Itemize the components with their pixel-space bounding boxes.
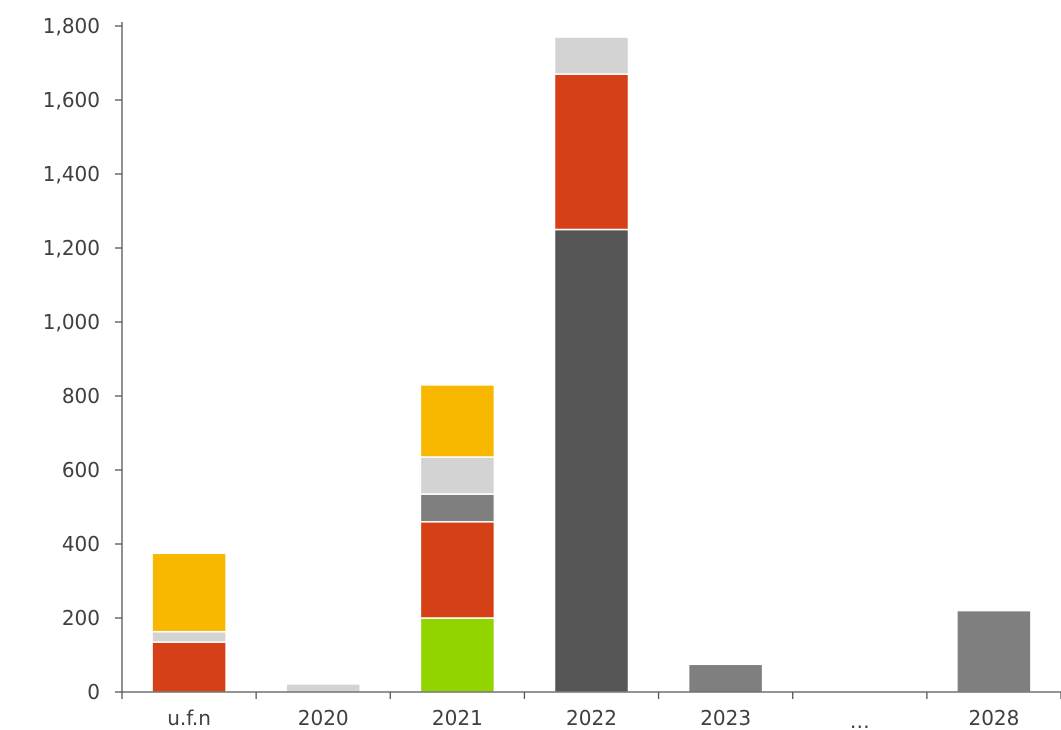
y-tick-label: 400	[62, 532, 100, 556]
y-tick-label: 1,400	[43, 162, 100, 186]
bar-segment-2-5	[419, 384, 496, 458]
bar-segment-6-3	[956, 609, 1032, 693]
bar-segment-0-2	[151, 641, 227, 693]
y-tick-label: 800	[62, 384, 100, 408]
y-tick-label: 1,800	[43, 14, 100, 38]
x-tick-label: 2022	[566, 706, 617, 730]
bars-layer	[151, 36, 1032, 693]
y-tick-label: 600	[62, 458, 100, 482]
x-tick-label: 2023	[700, 706, 751, 730]
y-tick-label: 1,600	[43, 88, 100, 112]
x-tick-label: u.f.n	[167, 706, 211, 730]
bar-segment-0-4	[151, 630, 227, 643]
bar-segment-2-0	[419, 617, 496, 693]
x-tick-label: 2028	[968, 706, 1019, 730]
bar-segment-3-2	[553, 73, 630, 231]
x-tick-label: 2020	[298, 706, 349, 730]
y-tick-label: 0	[87, 680, 100, 704]
x-tick-label: 2021	[432, 706, 483, 730]
bar-segment-2-3	[419, 493, 496, 523]
y-tick-label: 1,200	[43, 236, 100, 260]
bar-segment-2-2	[419, 521, 496, 619]
bar-segment-1-4	[285, 683, 361, 693]
x-tick-label: …	[850, 709, 870, 730]
y-tick-label: 200	[62, 606, 100, 630]
bar-segment-4-3	[687, 663, 764, 693]
bar-segment-3-4	[553, 36, 630, 75]
bar-segment-3-1	[553, 228, 630, 693]
bar-segment-2-4	[419, 456, 496, 495]
y-tick-label: 1,000	[43, 310, 100, 334]
bar-segment-0-5	[151, 552, 227, 633]
axes-layer: 0 200 400 600 800 1,000 1,200 1,400 1,600 1,800 u.…	[43, 14, 1061, 730]
